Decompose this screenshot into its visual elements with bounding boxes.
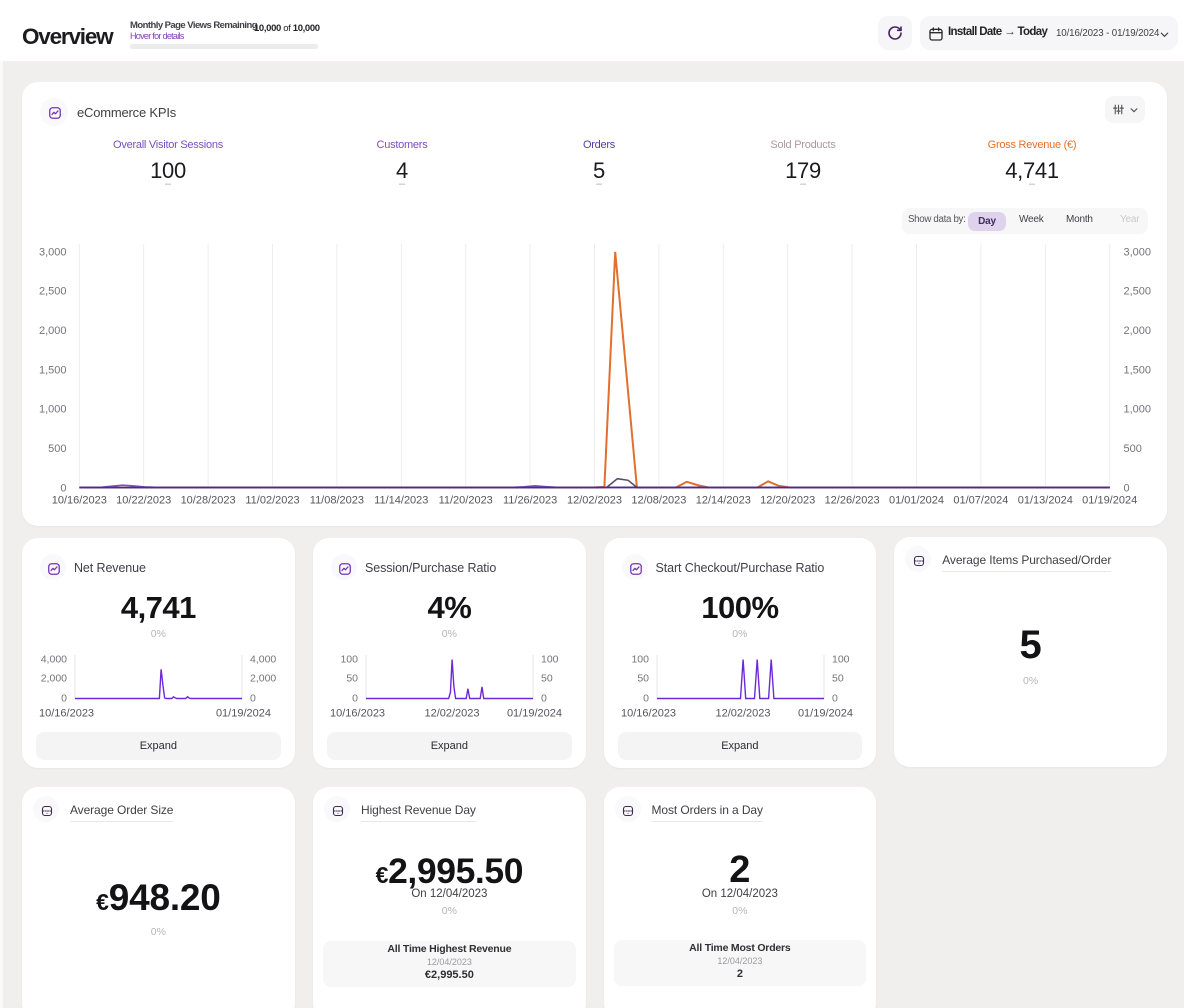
svg-text:10/16/2023: 10/16/2023 — [52, 495, 107, 507]
svg-text:50: 50 — [637, 673, 649, 685]
svg-text:500: 500 — [1124, 443, 1142, 455]
svg-text:12/02/2023: 12/02/2023 — [567, 495, 622, 507]
svg-text:50: 50 — [541, 673, 553, 685]
svg-text:50: 50 — [832, 673, 844, 685]
svg-text:4,000: 4,000 — [250, 654, 276, 666]
svg-text:100: 100 — [340, 654, 358, 666]
svg-text:01/19/2024: 01/19/2024 — [797, 708, 852, 720]
svg-text:2,000: 2,000 — [39, 325, 67, 337]
svg-text:12/20/2023: 12/20/2023 — [760, 495, 815, 507]
svg-text:01/13/2024: 01/13/2024 — [1018, 495, 1073, 507]
svg-text:11/20/2023: 11/20/2023 — [439, 495, 493, 507]
svg-text:0: 0 — [250, 693, 256, 705]
svg-text:01/01/2024: 01/01/2024 — [889, 495, 944, 507]
svg-text:2,500: 2,500 — [1124, 286, 1152, 298]
svg-text:1,500: 1,500 — [1124, 364, 1152, 376]
svg-text:12/14/2023: 12/14/2023 — [696, 495, 751, 507]
svg-text:01/19/2024: 01/19/2024 — [507, 708, 562, 720]
svg-text:1,500: 1,500 — [39, 364, 67, 376]
svg-text:0: 0 — [643, 693, 649, 705]
svg-text:12/02/2023: 12/02/2023 — [424, 708, 479, 720]
svg-text:500: 500 — [48, 443, 66, 455]
svg-text:0: 0 — [352, 693, 358, 705]
svg-text:3,000: 3,000 — [39, 246, 67, 258]
svg-text:0: 0 — [541, 693, 547, 705]
svg-text:10/16/2023: 10/16/2023 — [621, 708, 676, 720]
svg-text:01/07/2024: 01/07/2024 — [953, 495, 1008, 507]
svg-text:01/19/2024: 01/19/2024 — [216, 708, 271, 720]
svg-text:2,000: 2,000 — [41, 673, 67, 685]
svg-text:1,000: 1,000 — [39, 404, 67, 416]
svg-text:100: 100 — [832, 654, 850, 666]
svg-text:10/16/2023: 10/16/2023 — [330, 708, 385, 720]
svg-text:2,000: 2,000 — [250, 673, 276, 685]
svg-text:50: 50 — [346, 673, 358, 685]
svg-text:0: 0 — [61, 693, 67, 705]
svg-text:0: 0 — [60, 482, 66, 494]
svg-text:11/08/2023: 11/08/2023 — [310, 495, 364, 507]
svg-text:100: 100 — [541, 654, 559, 666]
svg-text:11/26/2023: 11/26/2023 — [503, 495, 557, 507]
svg-text:01/19/2024: 01/19/2024 — [1082, 495, 1137, 507]
svg-text:2,500: 2,500 — [39, 286, 67, 298]
svg-text:11/14/2023: 11/14/2023 — [374, 495, 428, 507]
svg-text:0: 0 — [832, 693, 838, 705]
svg-text:100: 100 — [631, 654, 649, 666]
svg-text:0: 0 — [1124, 482, 1130, 494]
svg-text:10/28/2023: 10/28/2023 — [181, 495, 236, 507]
svg-text:10/22/2023: 10/22/2023 — [116, 495, 171, 507]
svg-text:12/08/2023: 12/08/2023 — [631, 495, 686, 507]
svg-text:11/02/2023: 11/02/2023 — [245, 495, 299, 507]
svg-text:12/02/2023: 12/02/2023 — [715, 708, 770, 720]
svg-text:12/26/2023: 12/26/2023 — [825, 495, 880, 507]
svg-text:3,000: 3,000 — [1124, 246, 1152, 258]
svg-text:2,000: 2,000 — [1124, 325, 1152, 337]
svg-text:1,000: 1,000 — [1124, 404, 1152, 416]
svg-text:4,000: 4,000 — [41, 654, 67, 666]
svg-text:10/16/2023: 10/16/2023 — [39, 708, 94, 720]
